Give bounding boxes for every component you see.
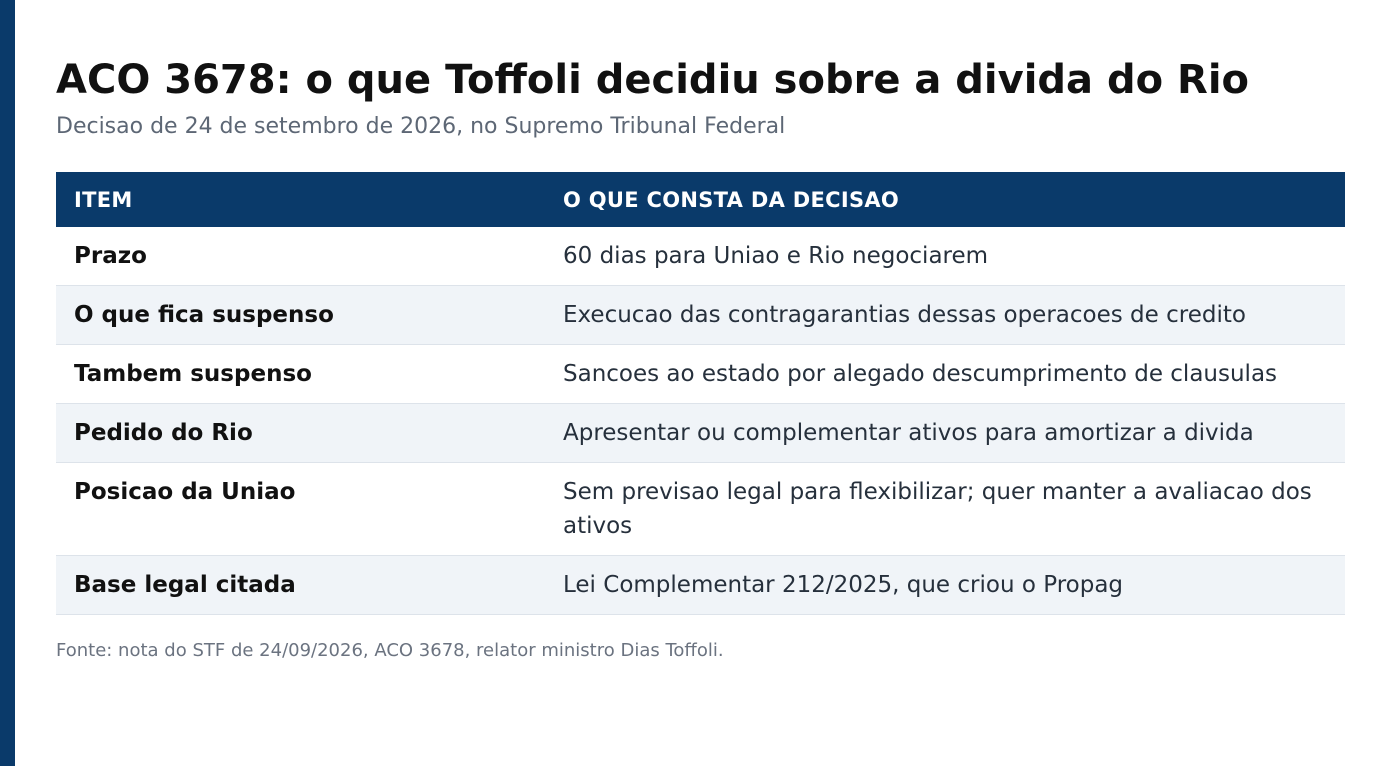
table-row: Base legal citada Lei Complementar 212/2… (56, 555, 1345, 615)
table-header-row: ITEM O QUE CONSTA DA DECISAO (56, 172, 1345, 227)
description-cell: Sancoes ao estado por alegado descumprim… (545, 344, 1345, 404)
item-cell: Base legal citada (56, 555, 545, 615)
item-cell: Prazo (56, 227, 545, 286)
description-cell: Sem previsao legal para flexibilizar; qu… (545, 462, 1345, 556)
table-row: Pedido do Rio Apresentar ou complementar… (56, 403, 1345, 463)
source-note: Fonte: nota do STF de 24/09/2026, ACO 36… (56, 640, 724, 661)
description-cell: Apresentar ou complementar ativos para a… (545, 403, 1345, 463)
table-row: Posicao da Uniao Sem previsao legal para… (56, 462, 1345, 556)
header-description: O QUE CONSTA DA DECISAO (545, 172, 1345, 227)
item-cell: Posicao da Uniao (56, 462, 545, 556)
item-cell: O que fica suspenso (56, 285, 545, 345)
table-row: Tambem suspenso Sancoes ao estado por al… (56, 344, 1345, 404)
description-cell: Lei Complementar 212/2025, que criou o P… (545, 555, 1345, 615)
table-row: O que fica suspenso Execucao das contrag… (56, 285, 1345, 345)
accent-bar (0, 0, 15, 766)
description-cell: Execucao das contragarantias dessas oper… (545, 285, 1345, 345)
page-title: ACO 3678: o que Toffoli decidiu sobre a … (56, 57, 1250, 103)
table-row: Prazo 60 dias para Uniao e Rio negociare… (56, 227, 1345, 286)
item-cell: Tambem suspenso (56, 344, 545, 404)
header-item: ITEM (56, 172, 545, 227)
description-cell: 60 dias para Uniao e Rio negociarem (545, 227, 1345, 286)
page-subtitle: Decisao de 24 de setembro de 2026, no Su… (56, 114, 786, 139)
content: ACO 3678: o que Toffoli decidiu sobre a … (56, 56, 1345, 663)
decision-table: ITEM O QUE CONSTA DA DECISAO Prazo 60 di… (56, 172, 1345, 615)
item-cell: Pedido do Rio (56, 403, 545, 463)
